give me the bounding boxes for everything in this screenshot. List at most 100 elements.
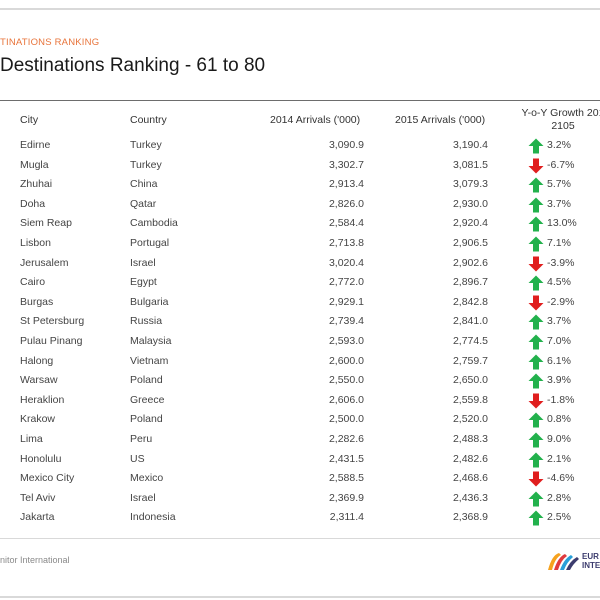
city-cell: Halong bbox=[20, 354, 54, 367]
country-cell: Mexico bbox=[130, 472, 164, 485]
arrivals-2014-cell: 3,302.7 bbox=[328, 158, 364, 171]
arrivals-2014-cell: 2,500.0 bbox=[328, 413, 364, 426]
arrivals-2014-cell: 2,772.0 bbox=[328, 276, 364, 289]
country-cell: US bbox=[130, 452, 145, 465]
title-divider bbox=[0, 100, 600, 101]
arrivals-2015-cell: 2,920.4 bbox=[452, 217, 488, 230]
table-row: Burgas Bulgaria 2,929.1 2,842.8 -2.9% bbox=[0, 293, 600, 313]
table-row: Lima Peru 2,282.6 2,488.3 9.0% bbox=[0, 430, 600, 450]
column-header-growth: Y-o-Y Growth 201 2105 bbox=[513, 107, 600, 133]
arrivals-2014-cell: 2,584.4 bbox=[328, 217, 364, 230]
page-title: Destinations Ranking - 61 to 80 bbox=[0, 55, 266, 76]
arrivals-2014-cell: 2,606.0 bbox=[328, 393, 364, 406]
city-cell: Mexico City bbox=[20, 472, 75, 485]
arrivals-2015-cell: 2,841.0 bbox=[452, 315, 488, 328]
growth-cell: 2.5% bbox=[547, 511, 571, 524]
city-cell: Cairo bbox=[20, 276, 46, 289]
logo-text-line1: EUR bbox=[582, 552, 599, 561]
top-divider bbox=[0, 8, 600, 10]
growth-cell: 0.8% bbox=[547, 413, 571, 426]
column-header-growth-line1: Y-o-Y Growth 201 bbox=[521, 107, 600, 119]
growth-cell: -6.7% bbox=[547, 158, 575, 171]
footer-source: nitor International bbox=[0, 555, 70, 565]
arrivals-2014-cell: 2,311.4 bbox=[329, 511, 364, 524]
country-cell: Vietnam bbox=[130, 354, 169, 367]
arrow-up-icon bbox=[528, 373, 544, 389]
column-header-arrivals-2014: 2014 Arrivals ('000) bbox=[270, 114, 361, 126]
city-cell: Edirne bbox=[20, 139, 51, 151]
city-cell: Mugla bbox=[20, 158, 49, 171]
arrivals-2014-cell: 2,600.0 bbox=[328, 354, 364, 367]
arrivals-2015-cell: 2,650.0 bbox=[452, 374, 488, 387]
section-label: TINATIONS RANKING bbox=[0, 37, 100, 48]
city-cell: Tel Aviv bbox=[20, 491, 56, 504]
arrivals-2015-cell: 3,079.3 bbox=[452, 178, 488, 191]
city-cell: Jerusalem bbox=[20, 256, 69, 269]
growth-cell: 3.7% bbox=[547, 315, 571, 328]
city-cell: Doha bbox=[20, 197, 46, 210]
column-header-growth-line2: 2105 bbox=[551, 120, 575, 132]
logo-mark-icon bbox=[548, 553, 579, 570]
arrivals-2015-cell: 2,368.9 bbox=[452, 511, 488, 524]
growth-cell: 9.0% bbox=[547, 433, 571, 445]
growth-cell: -4.6% bbox=[547, 472, 575, 485]
country-cell: Bulgaria bbox=[130, 295, 169, 308]
growth-cell: 5.7% bbox=[547, 178, 571, 191]
arrivals-2015-cell: 2,759.7 bbox=[452, 354, 488, 367]
arrivals-2015-cell: 2,488.3 bbox=[452, 433, 488, 445]
arrivals-2014-cell: 2,929.1 bbox=[328, 295, 364, 308]
city-cell: Lisbon bbox=[20, 237, 51, 249]
growth-cell: 3.9% bbox=[547, 374, 571, 387]
arrivals-2015-cell: 2,520.0 bbox=[452, 413, 488, 426]
arrow-up-icon bbox=[528, 354, 544, 370]
column-header-country: Country bbox=[130, 114, 167, 126]
arrivals-2014-cell: 2,369.9 bbox=[328, 491, 364, 504]
arrow-up-icon bbox=[528, 216, 544, 232]
arrivals-2015-cell: 3,190.4 bbox=[452, 139, 488, 151]
city-cell: St Petersburg bbox=[20, 315, 85, 328]
arrivals-2015-cell: 2,482.6 bbox=[452, 452, 488, 465]
growth-cell: 7.1% bbox=[547, 237, 571, 249]
table-row: Heraklion Greece 2,606.0 2,559.8 -1.8% bbox=[0, 391, 600, 411]
table-row: Cairo Egypt 2,772.0 2,896.7 4.5% bbox=[0, 273, 600, 293]
table-row: Doha Qatar 2,826.0 2,930.0 3.7% bbox=[0, 195, 600, 215]
table-row: Mexico City Mexico 2,588.5 2,468.6 -4.6% bbox=[0, 469, 600, 489]
arrivals-2015-cell: 2,774.5 bbox=[452, 335, 488, 347]
arrivals-2015-cell: 2,906.5 bbox=[452, 237, 488, 249]
country-cell: Peru bbox=[130, 433, 153, 445]
country-cell: Poland bbox=[130, 374, 163, 387]
footer-divider bbox=[0, 538, 600, 539]
arrow-up-icon bbox=[528, 197, 544, 213]
growth-cell: 6.1% bbox=[547, 354, 571, 367]
arrivals-2014-cell: 2,588.5 bbox=[328, 472, 364, 485]
arrow-up-icon bbox=[528, 275, 544, 291]
arrow-down-icon bbox=[528, 158, 544, 174]
country-cell: Russia bbox=[130, 315, 163, 328]
arrivals-2015-cell: 2,902.6 bbox=[452, 256, 488, 269]
arrivals-2014-cell: 2,913.4 bbox=[328, 178, 364, 191]
growth-cell: 2.8% bbox=[547, 491, 571, 504]
arrivals-2014-cell: 3,090.9 bbox=[328, 139, 364, 151]
country-cell: Turkey bbox=[130, 158, 162, 171]
arrow-up-icon bbox=[528, 412, 544, 428]
arrow-down-icon bbox=[528, 256, 544, 272]
arrow-down-icon bbox=[528, 471, 544, 487]
arrivals-2014-cell: 3,020.4 bbox=[328, 256, 364, 269]
country-cell: Israel bbox=[130, 491, 156, 504]
country-cell: Qatar bbox=[130, 197, 157, 210]
table-row: Tel Aviv Israel 2,369.9 2,436.3 2.8% bbox=[0, 489, 600, 509]
arrivals-2015-cell: 2,468.6 bbox=[452, 472, 488, 485]
table-row: Jakarta Indonesia 2,311.4 2,368.9 2.5% bbox=[0, 508, 600, 528]
arrivals-2014-cell: 2,282.6 bbox=[328, 433, 364, 445]
arrow-up-icon bbox=[528, 452, 544, 468]
column-header-arrivals-2015: 2015 Arrivals ('000) bbox=[395, 114, 486, 126]
country-cell: China bbox=[130, 178, 158, 191]
arrivals-2015-cell: 2,896.7 bbox=[452, 276, 488, 289]
growth-cell: 7.0% bbox=[547, 335, 571, 347]
arrivals-2014-cell: 2,550.0 bbox=[328, 374, 364, 387]
table-row: Honolulu US 2,431.5 2,482.6 2.1% bbox=[0, 450, 600, 470]
table-row: Halong Vietnam 2,600.0 2,759.7 6.1% bbox=[0, 352, 600, 372]
arrivals-2014-cell: 2,739.4 bbox=[328, 315, 364, 328]
city-cell: Honolulu bbox=[20, 452, 62, 465]
growth-cell: 2.1% bbox=[547, 452, 571, 465]
